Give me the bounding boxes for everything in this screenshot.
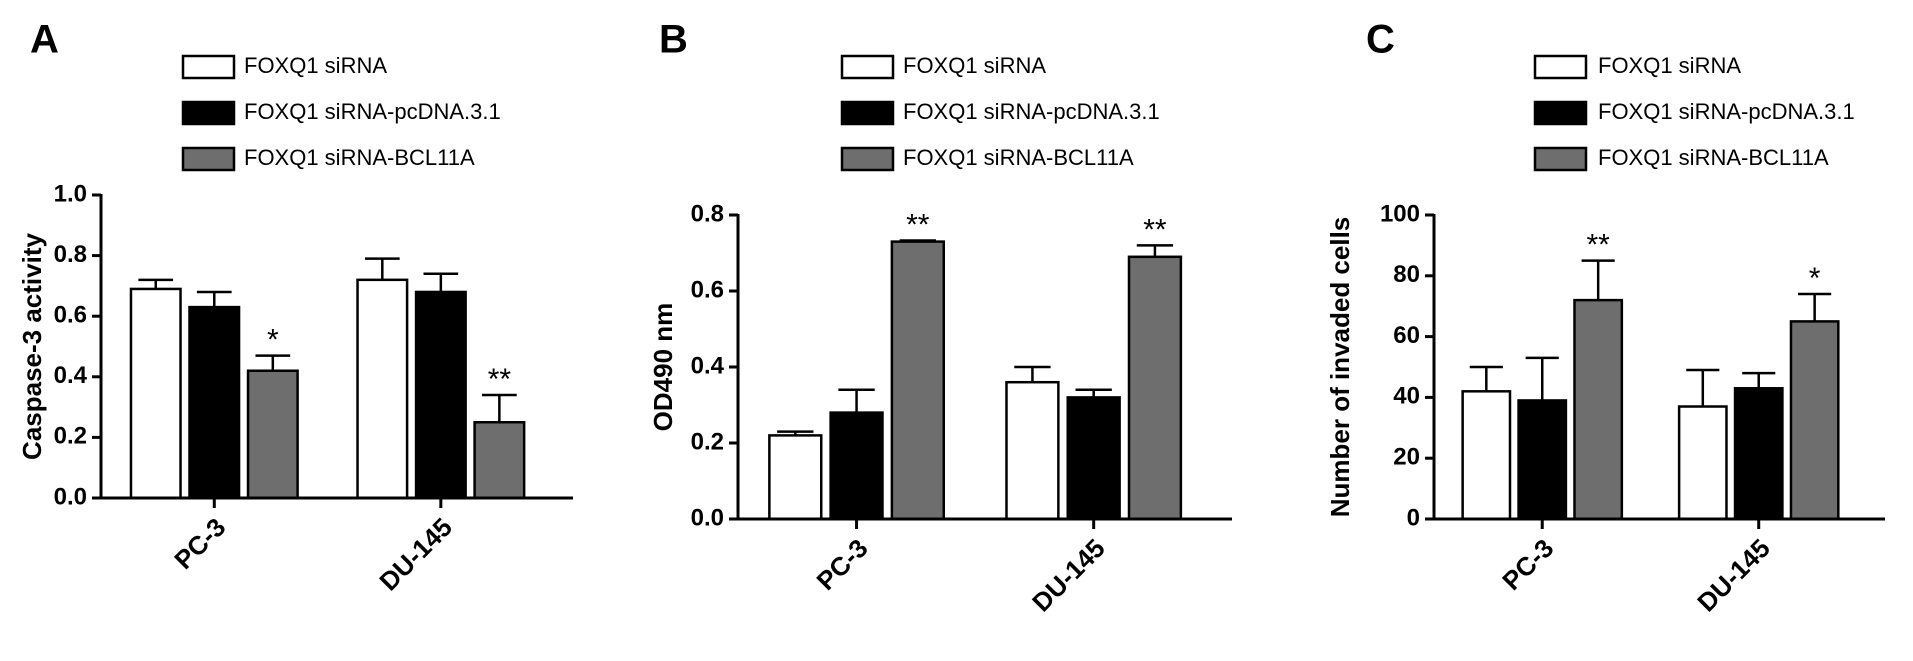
y-tick-label: 0.4 (54, 362, 88, 389)
legend-swatch (181, 100, 236, 126)
bar (246, 369, 299, 500)
y-axis-label: Number of invaded cells (1325, 217, 1355, 518)
x-tick-label: PC-3 (1496, 533, 1559, 596)
bar (1733, 387, 1784, 521)
x-tick-label: DU-145 (373, 512, 458, 597)
bar (129, 287, 182, 500)
bar (414, 290, 467, 500)
y-tick-label: 0.4 (691, 352, 725, 379)
y-tick-label: 20 (1393, 444, 1420, 471)
legend-swatch (181, 54, 236, 80)
y-tick-label: 0.0 (54, 483, 87, 510)
error-bar (1525, 356, 1559, 401)
bar (890, 240, 946, 521)
bar (1789, 320, 1840, 521)
x-tick-label: DU-145 (1691, 533, 1776, 618)
y-tick-label: 0.0 (691, 504, 724, 531)
legend-swatch (1533, 54, 1588, 80)
bar (356, 278, 409, 500)
y-axis-label: OD490 nm (648, 303, 678, 432)
y-tick-label: 0.8 (54, 241, 87, 268)
bar (1517, 399, 1568, 521)
bar (1005, 380, 1060, 521)
bar (1127, 255, 1183, 521)
error-bar (1136, 244, 1174, 257)
panel-label: B (659, 18, 688, 62)
legend-swatch (840, 100, 895, 126)
legend-label: FOXQ1 siRNA-pcDNA.3.1 (903, 99, 1160, 124)
x-tick-label: PC-3 (168, 512, 231, 575)
legend-swatch (840, 54, 895, 80)
y-tick-label: 100 (1380, 200, 1420, 227)
bar (1677, 405, 1728, 521)
y-tick-label: 0.2 (691, 428, 724, 455)
error-bar (1686, 368, 1720, 407)
legend-label: FOXQ1 siRNA-BCL11A (244, 145, 475, 170)
y-tick-label: 0.8 (691, 200, 724, 227)
legend-label: FOXQ1 siRNA-BCL11A (1598, 145, 1829, 170)
error-bar (838, 388, 875, 413)
significance-label: ** (906, 208, 930, 241)
error-bar (138, 278, 174, 289)
error-bar (1075, 388, 1112, 398)
error-bar (255, 354, 291, 371)
legend-label: FOXQ1 siRNA-BCL11A (903, 145, 1134, 170)
significance-label: ** (1586, 229, 1610, 262)
y-tick-label: 80 (1393, 261, 1420, 288)
bar (1461, 390, 1512, 521)
bar (768, 434, 823, 521)
error-bar (1014, 365, 1051, 383)
y-axis-label: Caspase-3 activity (17, 233, 47, 460)
legend-swatch (840, 146, 895, 172)
error-bar (364, 257, 400, 280)
legend-label: FOXQ1 siRNA (244, 53, 387, 78)
y-tick-label: 0 (1407, 504, 1420, 531)
y-tick-label: 0.6 (691, 276, 724, 303)
error-bar (1469, 365, 1503, 392)
x-tick-label: PC-3 (811, 533, 874, 596)
y-tick-label: 0.6 (54, 302, 87, 329)
error-bar (482, 393, 517, 423)
y-tick-label: 40 (1393, 383, 1420, 410)
error-bar (1581, 259, 1615, 301)
y-tick-label: 1.0 (54, 180, 87, 207)
legend-swatch (181, 146, 236, 172)
y-tick-label: 0.2 (54, 423, 87, 450)
legend-label: FOXQ1 siRNA (1598, 53, 1741, 78)
legend-label: FOXQ1 siRNA-pcDNA.3.1 (1598, 99, 1855, 124)
significance-label: ** (1143, 213, 1167, 246)
bar (829, 411, 884, 521)
y-tick-label: 60 (1393, 322, 1420, 349)
bar (188, 305, 241, 500)
error-bar (196, 290, 232, 308)
significance-label: ** (488, 363, 512, 396)
bar (1066, 396, 1121, 521)
bar (1573, 298, 1624, 521)
panel-label: C (1366, 18, 1395, 62)
legend-label: FOXQ1 siRNA-pcDNA.3.1 (244, 99, 501, 124)
panel-label: A (30, 18, 59, 62)
significance-label: * (1809, 262, 1821, 295)
error-bar (1742, 371, 1776, 389)
x-tick-label: DU-145 (1026, 533, 1111, 618)
significance-label: * (267, 324, 279, 357)
legend-swatch (1533, 100, 1588, 126)
error-bar (1798, 292, 1832, 322)
legend-swatch (1533, 146, 1588, 172)
legend-label: FOXQ1 siRNA (903, 53, 1046, 78)
error-bar (423, 272, 459, 292)
bar (473, 421, 526, 500)
